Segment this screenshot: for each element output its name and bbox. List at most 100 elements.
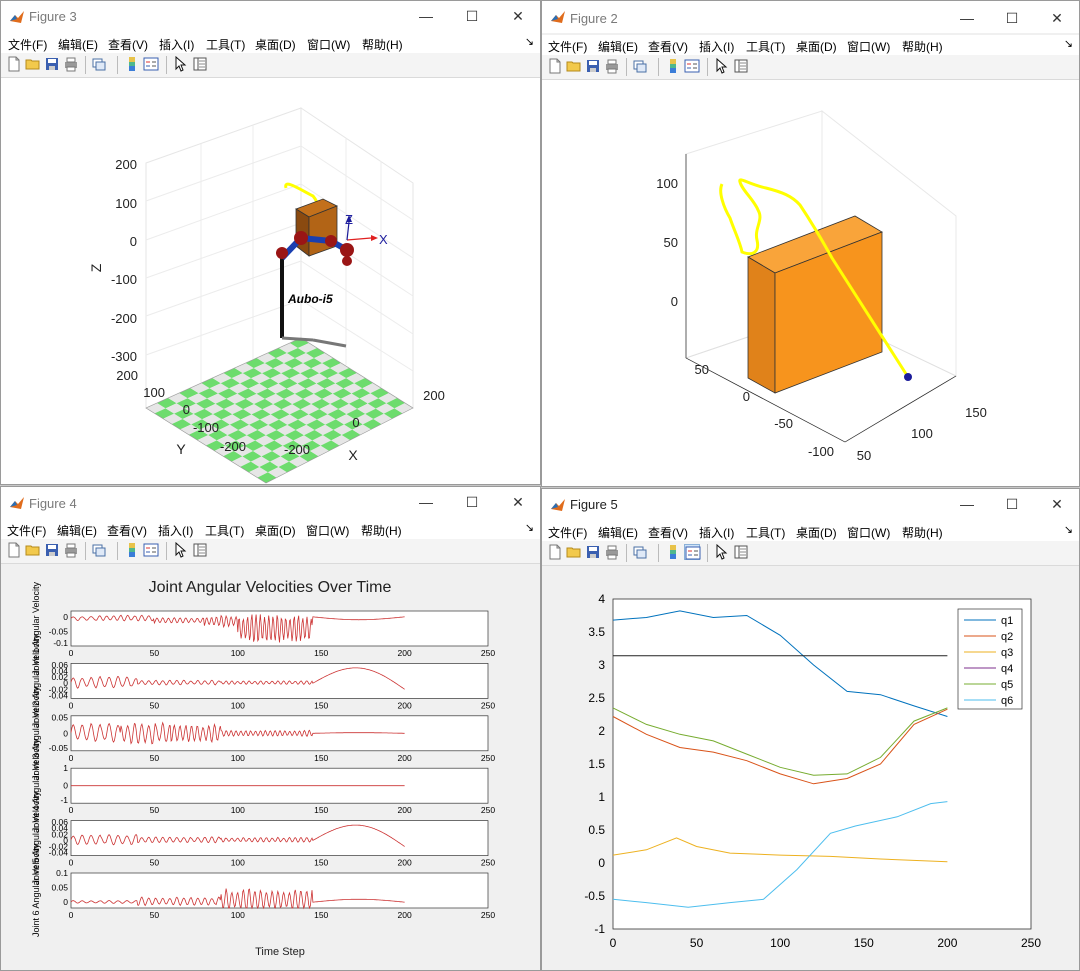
open-file-icon[interactable]	[566, 544, 582, 560]
menu-help[interactable]: 帮助(H)	[361, 524, 402, 538]
menu-tools[interactable]: 工具(T)	[746, 526, 786, 540]
menu-tools[interactable]: 工具(T)	[205, 524, 245, 538]
y-tick-label: -0.04	[49, 848, 69, 858]
title-bar[interactable]: Figure 3 — ☐ ✕	[1, 1, 540, 33]
menu-insert[interactable]: 插入(I)	[699, 40, 735, 54]
maximize-button[interactable]: ☐	[1005, 10, 1019, 26]
insert-colorbar-icon[interactable]	[124, 56, 140, 72]
menu-window[interactable]: 窗口(W)	[307, 38, 351, 52]
print-icon[interactable]	[604, 58, 620, 74]
floor-tile	[308, 373, 328, 384]
title-bar[interactable]: Figure 4 — ☐ ✕	[1, 487, 540, 519]
insert-colorbar-icon[interactable]	[124, 542, 140, 558]
open-file-icon[interactable]	[566, 58, 582, 74]
minimize-button[interactable]: —	[960, 496, 974, 512]
insert-legend-icon[interactable]	[684, 544, 701, 560]
save-icon[interactable]	[44, 56, 60, 72]
floor-tile	[330, 363, 349, 374]
insert-legend-icon[interactable]	[143, 542, 159, 558]
menu-insert[interactable]: 插入(I)	[158, 524, 194, 538]
close-button[interactable]: ✕	[512, 494, 524, 510]
menu-tools[interactable]: 工具(T)	[206, 38, 246, 52]
floor-tile	[245, 393, 265, 405]
floor-tile	[220, 378, 241, 389]
edit-plot-arrow-icon[interactable]	[172, 55, 188, 72]
menu-file[interactable]: 文件(F)	[548, 40, 588, 54]
minimize-button[interactable]: —	[419, 8, 433, 24]
minimize-button[interactable]: —	[419, 494, 433, 510]
y-tick-label: 0.06	[51, 817, 68, 827]
title-bar[interactable]: Figure 5 — ☐ ✕	[542, 489, 1079, 521]
figure-2-window[interactable]: Figure 2 — ☐ ✕ 文件(F) 编辑(E) 查看(V) 插入(I) 工…	[541, 0, 1080, 487]
menu-file[interactable]: 文件(F)	[7, 524, 47, 538]
property-inspector-icon[interactable]	[192, 56, 208, 72]
property-inspector-icon[interactable]	[733, 544, 749, 560]
save-icon[interactable]	[44, 542, 60, 558]
menu-edit[interactable]: 编辑(E)	[58, 38, 98, 52]
menu-help[interactable]: 帮助(H)	[902, 526, 943, 540]
new-figure-icon[interactable]	[547, 58, 563, 74]
menu-file[interactable]: 文件(F)	[8, 38, 48, 52]
insert-legend-icon[interactable]	[143, 56, 159, 72]
open-file-icon[interactable]	[25, 56, 41, 72]
menu-edit[interactable]: 编辑(E)	[598, 40, 638, 54]
menu-window[interactable]: 窗口(W)	[847, 526, 891, 540]
edit-plot-arrow-icon[interactable]	[713, 57, 729, 74]
dock-arrow-icon[interactable]: ↘	[1063, 524, 1073, 536]
title-bar[interactable]: Figure 2 — ☐ ✕	[542, 1, 1079, 33]
menu-view[interactable]: 查看(V)	[108, 38, 148, 52]
new-figure-icon[interactable]	[547, 544, 563, 560]
maximize-button[interactable]: ☐	[1005, 496, 1019, 512]
dock-arrow-icon[interactable]: ↘	[1063, 38, 1073, 50]
menu-desktop[interactable]: 桌面(D)	[796, 40, 837, 54]
link-plot-icon[interactable]	[91, 56, 107, 72]
new-figure-icon[interactable]	[6, 56, 22, 72]
maximize-button[interactable]: ☐	[465, 8, 479, 24]
figure-3-window[interactable]: Figure 3 — ☐ ✕ 文件(F) 编辑(E) 查看(V) 插入(I) 工…	[0, 0, 541, 485]
close-button[interactable]: ✕	[1051, 10, 1063, 26]
menu-desktop[interactable]: 桌面(D)	[796, 526, 837, 540]
z-tick: 0	[130, 234, 137, 249]
figure-5-window[interactable]: Figure 5 — ☐ ✕ 文件(F) 编辑(E) 查看(V) 插入(I) 工…	[541, 488, 1080, 971]
close-button[interactable]: ✕	[1051, 496, 1063, 512]
menu-edit[interactable]: 编辑(E)	[598, 526, 638, 540]
menu-tools[interactable]: 工具(T)	[746, 40, 786, 54]
property-inspector-icon[interactable]	[192, 542, 208, 558]
menu-insert[interactable]: 插入(I)	[159, 38, 195, 52]
menu-desktop[interactable]: 桌面(D)	[255, 524, 296, 538]
print-icon[interactable]	[63, 56, 79, 72]
maximize-button[interactable]: ☐	[465, 494, 479, 510]
dock-arrow-icon[interactable]: ↘	[524, 522, 534, 534]
save-icon[interactable]	[585, 544, 601, 560]
insert-colorbar-icon[interactable]	[665, 544, 681, 560]
edit-plot-arrow-icon[interactable]	[713, 543, 729, 560]
edit-plot-arrow-icon[interactable]	[172, 541, 188, 558]
menu-view[interactable]: 查看(V)	[107, 524, 147, 538]
menu-edit[interactable]: 编辑(E)	[57, 524, 97, 538]
link-plot-icon[interactable]	[632, 58, 648, 74]
menu-view[interactable]: 查看(V)	[648, 40, 688, 54]
link-plot-icon[interactable]	[632, 544, 648, 560]
menu-desktop[interactable]: 桌面(D)	[255, 38, 296, 52]
menu-window[interactable]: 窗口(W)	[847, 40, 891, 54]
y-tick-label: 0	[598, 856, 605, 870]
menu-window[interactable]: 窗口(W)	[306, 524, 350, 538]
new-figure-icon[interactable]	[6, 542, 22, 558]
minimize-button[interactable]: —	[960, 10, 974, 26]
menu-view[interactable]: 查看(V)	[648, 526, 688, 540]
print-icon[interactable]	[604, 544, 620, 560]
insert-legend-icon[interactable]	[684, 58, 700, 74]
menu-help[interactable]: 帮助(H)	[902, 40, 943, 54]
close-button[interactable]: ✕	[512, 8, 524, 24]
menu-help[interactable]: 帮助(H)	[362, 38, 403, 52]
property-inspector-icon[interactable]	[733, 58, 749, 74]
print-icon[interactable]	[63, 542, 79, 558]
open-file-icon[interactable]	[25, 542, 41, 558]
link-plot-icon[interactable]	[91, 542, 107, 558]
dock-arrow-icon[interactable]: ↘	[524, 36, 534, 48]
figure-4-window[interactable]: Figure 4 — ☐ ✕ 文件(F) 编辑(E) 查看(V) 插入(I) 工…	[0, 486, 541, 971]
insert-colorbar-icon[interactable]	[665, 58, 681, 74]
save-icon[interactable]	[585, 58, 601, 74]
menu-file[interactable]: 文件(F)	[548, 526, 588, 540]
menu-insert[interactable]: 插入(I)	[699, 526, 735, 540]
